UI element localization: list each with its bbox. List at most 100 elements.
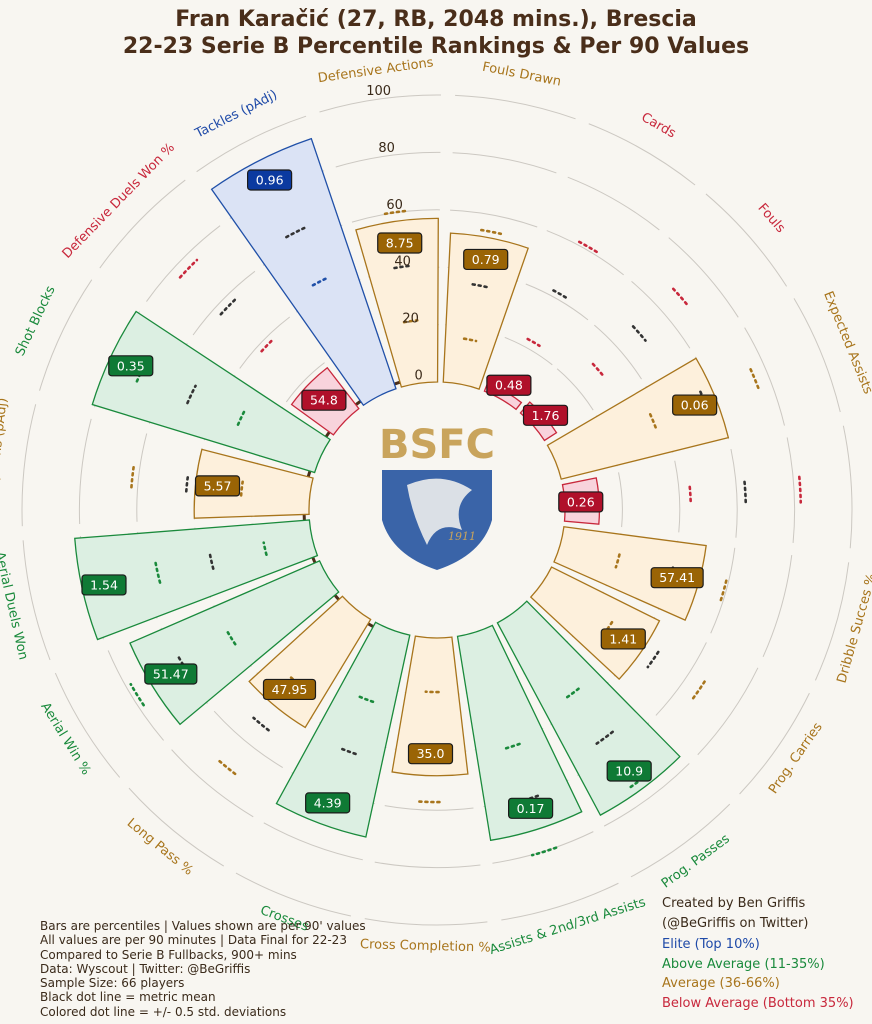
grid-arc xyxy=(364,918,488,926)
legend-elite: Elite (Top 10%) xyxy=(662,937,760,952)
stddev-dot-line xyxy=(129,682,145,707)
value-label-text: 8.75 xyxy=(386,235,414,250)
grid-arc xyxy=(384,805,474,811)
value-label-box xyxy=(522,404,569,426)
grid-arc xyxy=(99,179,186,269)
value-label: 47.95 xyxy=(262,678,317,701)
grid-arc xyxy=(39,279,93,391)
grid-arc xyxy=(107,650,164,741)
bar-shot-blocks xyxy=(91,310,332,474)
value-label: 57.41 xyxy=(650,567,704,589)
stddev-dot-line xyxy=(178,258,199,279)
value-label: 0.79 xyxy=(463,248,509,271)
metric-label: Aerial Win % xyxy=(37,700,93,778)
value-label: 5.57 xyxy=(194,475,241,497)
chart-subtitle: 22-23 Serie B Percentile Rankings & Per … xyxy=(122,34,750,59)
grid-arc xyxy=(450,209,538,228)
value-label-box xyxy=(558,491,604,513)
bar-interceptions-padj- xyxy=(193,448,314,519)
grid-arc xyxy=(697,667,759,756)
club-logo: BSFC 1911 xyxy=(379,422,495,570)
mean-dot-line xyxy=(186,384,197,405)
stddev-dot-line xyxy=(501,742,521,751)
value-label-text: 0.26 xyxy=(567,494,595,509)
value-label: 51.47 xyxy=(144,663,198,685)
grid-arc xyxy=(842,425,853,549)
stddev-dot-line xyxy=(402,319,419,324)
grid-arc xyxy=(556,368,594,411)
grid-arc xyxy=(793,298,841,413)
grid-arc xyxy=(525,283,589,321)
value-label-box xyxy=(606,760,652,782)
mean-dot-line xyxy=(631,325,647,342)
credit: Created by Ben Griffis (@BeGriffis on Tw… xyxy=(662,894,808,934)
metric-label: Fouls Drawn xyxy=(481,60,562,90)
bar-fouls-drawn xyxy=(442,232,530,390)
logo-year: 1911 xyxy=(448,530,476,543)
grid-arc xyxy=(762,554,793,658)
metric-label: Interceptions (pAdj) xyxy=(0,397,11,526)
grid-arc xyxy=(603,763,690,827)
stddev-dot-line xyxy=(311,275,331,287)
stddev-dot-line xyxy=(462,337,478,343)
stddev-dot-line xyxy=(688,485,693,506)
grid-arc xyxy=(618,472,623,528)
value-label-box xyxy=(672,394,718,416)
grid-arc xyxy=(22,540,51,661)
value-label-text: 51.47 xyxy=(153,666,189,681)
grid-arc xyxy=(263,822,363,861)
bar-aerial-duels-won xyxy=(74,519,319,641)
stddev-dot-line xyxy=(480,228,503,236)
value-label: 0.96 xyxy=(247,169,293,191)
stddev-dot-line xyxy=(530,846,558,857)
value-label-box xyxy=(81,574,127,596)
value-label: 4.39 xyxy=(305,792,351,814)
value-label-text: 0.79 xyxy=(472,252,500,267)
stddev-dot-line xyxy=(260,338,275,353)
value-label: 0.17 xyxy=(508,797,554,819)
grid-arc xyxy=(739,692,810,795)
legend-below-average: Below Average (Bottom 35%) xyxy=(662,995,854,1011)
stddev-dot-line xyxy=(225,628,237,646)
chart-title: Fran Karačić (27, RB, 2048 mins.), Bresc… xyxy=(175,7,697,32)
note-line: Compared to Serie B Fullbacks, 900+ mins xyxy=(40,947,297,962)
value-label: 35.0 xyxy=(407,743,454,765)
value-label-text: 47.95 xyxy=(272,682,308,697)
value-label-box xyxy=(305,792,351,814)
value-label-text: 1.41 xyxy=(609,631,637,646)
stddev-dot-line xyxy=(417,800,441,804)
grid-arc xyxy=(705,193,788,287)
value-label-text: 35.0 xyxy=(417,746,445,761)
grid-arc xyxy=(631,280,691,349)
grid-arc xyxy=(452,152,557,174)
stddev-dot-line xyxy=(383,209,408,216)
stddev-dot-line xyxy=(154,561,162,584)
grid-arc xyxy=(710,547,736,634)
mean-dot-line xyxy=(646,650,660,669)
grid-arc xyxy=(546,230,624,276)
grid-arc xyxy=(213,710,283,768)
grid-arc xyxy=(21,404,37,527)
value-label: 1.76 xyxy=(522,404,569,426)
mean-dot-line xyxy=(337,746,357,756)
mean-dot-line xyxy=(219,298,237,316)
value-label-text: 57.41 xyxy=(659,570,695,585)
metric-label: Shot Blocks xyxy=(13,283,59,358)
stddev-dot-line xyxy=(798,475,803,504)
value-label: 0.48 xyxy=(486,374,532,396)
bar-crosses xyxy=(275,621,411,838)
value-label-box xyxy=(407,743,454,765)
value-label-box xyxy=(301,389,347,411)
grid-arc xyxy=(630,803,731,878)
value-label-box xyxy=(108,355,154,377)
stddev-dot-line xyxy=(564,687,580,700)
grid-arc xyxy=(128,787,225,867)
stddev-dot-line xyxy=(239,480,244,497)
metric-label: Prog. Carries xyxy=(766,720,826,797)
value-label-box xyxy=(247,169,293,191)
grid-arc xyxy=(235,872,352,917)
value-label: 10.9 xyxy=(606,760,652,782)
stddev-dot-line xyxy=(671,287,690,308)
stddev-dot-line xyxy=(236,409,246,426)
value-label-text: 0.17 xyxy=(517,801,545,816)
